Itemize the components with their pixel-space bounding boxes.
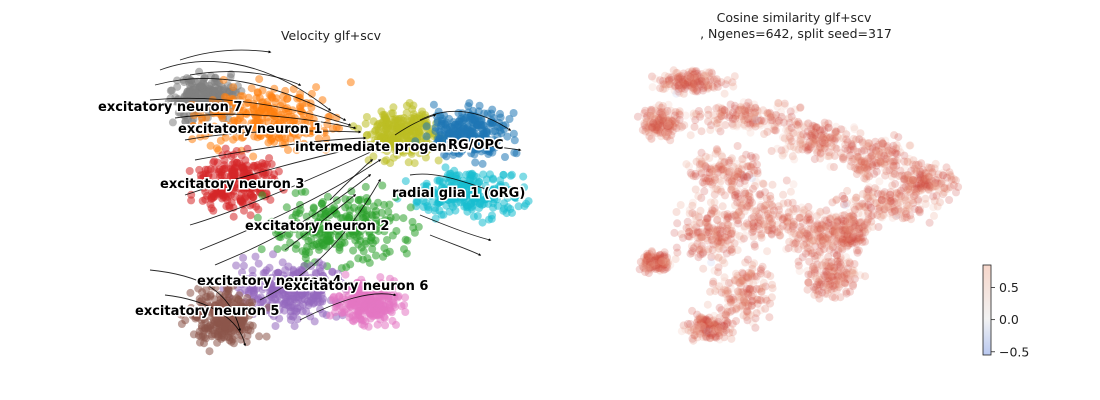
cosine-region-13	[677, 306, 737, 345]
streamline-12	[259, 178, 381, 301]
streamline-9	[149, 269, 242, 332]
streamline-5	[194, 136, 367, 161]
cluster-points-3	[411, 99, 521, 168]
streamline-7	[189, 149, 377, 226]
cosine-region-15	[823, 211, 877, 257]
cluster-label-3: RG/OPC	[448, 138, 504, 153]
cosine-region-0	[648, 66, 739, 98]
streamline-14	[419, 110, 512, 131]
cluster-label-8: excitatory neuron 6	[284, 279, 428, 294]
colorbar: 0.5 0.0 −0.5	[982, 264, 1029, 359]
streamline-20	[329, 159, 374, 201]
streamline-0	[159, 61, 332, 111]
streamline-22	[179, 49, 272, 61]
streamline-1	[154, 77, 347, 121]
velocity-panel-title: Velocity glf+scv	[281, 28, 382, 43]
cosine-region-2	[675, 98, 805, 138]
streamline-11	[214, 174, 372, 266]
cosine-region-7	[682, 142, 775, 207]
streamline-23	[189, 71, 302, 86]
cosine-title-line-2: , Ngenes=642, split seed=317	[700, 26, 892, 41]
cluster-label-6: excitatory neuron 2	[245, 219, 389, 234]
cluster-label-5: radial glia 1 (oRG)	[392, 186, 525, 201]
cosine-region-8	[670, 192, 748, 275]
cluster-labels: excitatory neuron 7 excitatory neuron 1 in…	[97, 99, 527, 321]
streamline-8	[199, 159, 382, 251]
cosine-scatter-points	[633, 66, 963, 345]
streamline-3	[174, 113, 357, 130]
cluster-label-4: excitatory neuron 3	[160, 177, 304, 192]
cluster-points-5	[393, 163, 533, 227]
cosine-region-14	[635, 247, 680, 278]
streamline-21	[284, 194, 357, 251]
streamline-17	[419, 214, 492, 242]
streamline-6	[184, 143, 372, 196]
colorbar-gradient	[982, 264, 992, 356]
streamline-10	[164, 294, 247, 347]
streamline-19	[394, 114, 437, 136]
velocity-panel: Velocity glf+scv excitatory neuron 7exci…	[97, 28, 533, 356]
velocity-streamlines	[149, 49, 522, 347]
cosine-region-10	[778, 198, 852, 270]
cosine-region-12	[703, 245, 777, 332]
cosine-panel: Cosine similarity glf+scv , Ngenes=642, …	[633, 10, 1029, 359]
cosine-region-4	[826, 131, 927, 186]
cluster-label-1: excitatory neuron 1	[178, 122, 322, 137]
cosine-region-5	[887, 157, 963, 208]
cluster-points-4	[185, 144, 290, 221]
cosine-region-11	[795, 248, 870, 303]
cosine-title-line-1: Cosine similarity glf+scv	[717, 10, 872, 25]
cosine-region-1	[633, 100, 695, 145]
cluster-label-7: excitatory neuron 4	[197, 274, 341, 289]
streamline-15	[414, 143, 522, 152]
cluster-label-9: excitatory neuron 5	[135, 304, 279, 319]
cosine-panel-title: Cosine similarity glf+scv , Ngenes=642, …	[700, 10, 892, 41]
colorbar-tick-label-0: 0.5	[999, 280, 1019, 295]
cosine-region-3	[767, 117, 865, 164]
colorbar-tick-label-2: −0.5	[999, 344, 1029, 359]
velocity-scatter-points	[164, 67, 533, 356]
streamline-13	[299, 293, 397, 321]
cluster-points-8	[326, 270, 410, 331]
streamline-18	[429, 234, 482, 256]
cosine-region-9	[710, 176, 813, 256]
colorbar-tick-label-1: 0.0	[999, 312, 1019, 327]
cluster-label-2: intermediate progenitor	[295, 140, 473, 155]
streamline-2	[149, 97, 352, 126]
streamline-16	[409, 173, 507, 196]
colorbar-ticks: 0.5 0.0 −0.5	[991, 280, 1029, 359]
cluster-label-0: excitatory neuron 7	[98, 100, 242, 115]
streamline-4	[184, 130, 362, 141]
cosine-region-6	[832, 181, 944, 231]
